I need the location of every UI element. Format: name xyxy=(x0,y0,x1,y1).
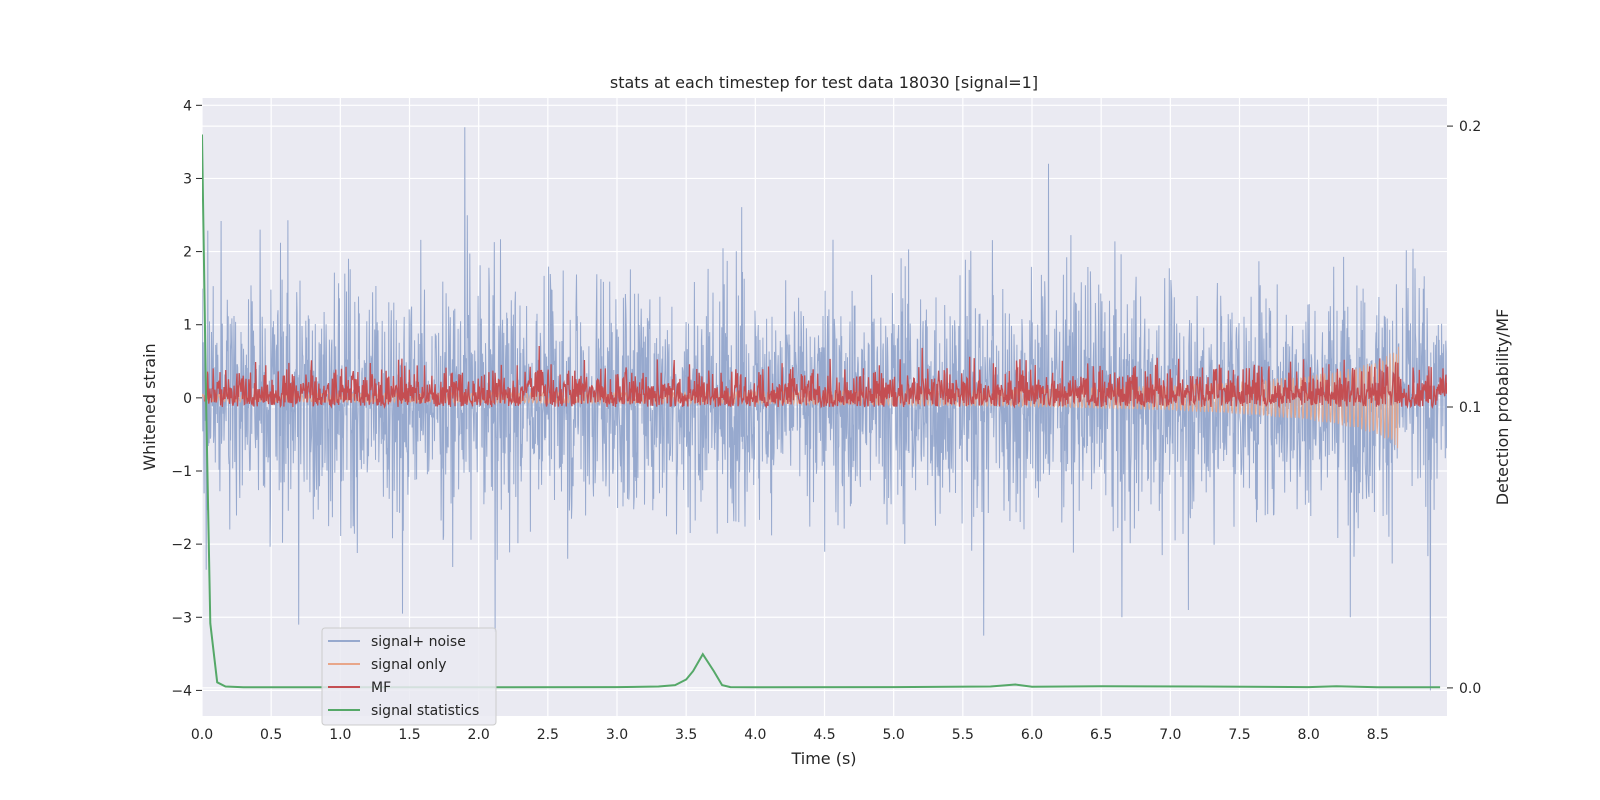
y2-tick-label: 0.1 xyxy=(1459,400,1481,416)
x-tick-label: 3.0 xyxy=(606,727,628,743)
x-tick-label: 2.5 xyxy=(537,727,559,743)
y-axis-label: Whitened strain xyxy=(140,343,159,470)
x-tick-label: 0.0 xyxy=(191,727,213,743)
legend-label-noise: signal+ noise xyxy=(371,634,466,650)
x-tick-label: 6.0 xyxy=(1021,727,1043,743)
x-tick-label: 2.0 xyxy=(468,727,490,743)
x-tick-label: 6.5 xyxy=(1090,727,1112,743)
y-tick-label: −1 xyxy=(171,464,192,480)
x-axis: 0.0 0.5 1.0 1.5 2.0 2.5 3.0 3.5 4.0 4.5 5.0 5.5 6.0 6… xyxy=(191,727,1389,743)
legend: signal+ noise signal only MF signal stat… xyxy=(321,627,497,726)
x-tick-label: 7.5 xyxy=(1228,727,1250,743)
y-axis-right: 0.2 0.1 0.0 xyxy=(1447,119,1481,697)
x-tick-label: 5.5 xyxy=(952,727,974,743)
legend-label-signal-only: signal only xyxy=(371,657,446,673)
legend-box xyxy=(321,627,497,726)
x-tick-label: 5.0 xyxy=(883,727,905,743)
series-mf xyxy=(204,345,1447,410)
x-axis-label: Time (s) xyxy=(790,749,856,768)
x-tick-label: 0.5 xyxy=(260,727,282,743)
series-layer xyxy=(202,127,1447,691)
y-tick-label: 4 xyxy=(183,98,192,114)
y-tick-label: −3 xyxy=(171,610,192,626)
x-tick-label: 1.5 xyxy=(398,727,420,743)
series-signal-statistics xyxy=(202,134,1441,689)
y-tick-label: 0 xyxy=(183,391,192,407)
x-tick-label: 1.0 xyxy=(329,727,351,743)
y-tick-label: −4 xyxy=(171,683,192,699)
x-tick-label: 3.5 xyxy=(675,727,697,743)
y-axis-left: 4 3 2 1 0 −1 −2 −3 −4 xyxy=(171,98,202,699)
chart-title: stats at each timestep for test data 180… xyxy=(610,73,1038,92)
x-tick-label: 7.0 xyxy=(1159,727,1181,743)
legend-label-mf: MF xyxy=(371,680,391,696)
y-tick-label: −2 xyxy=(171,537,192,553)
x-tick-label: 8.0 xyxy=(1298,727,1320,743)
y-tick-label: 1 xyxy=(183,318,192,334)
y2-tick-label: 0.2 xyxy=(1459,119,1481,135)
legend-label-stats: signal statistics xyxy=(371,703,479,719)
y-tick-label: 3 xyxy=(183,171,192,187)
y2-tick-label: 0.0 xyxy=(1459,681,1481,697)
x-tick-label: 4.0 xyxy=(744,727,766,743)
y2-axis-label: Detection probability/MF xyxy=(1493,309,1512,506)
x-tick-label: 8.5 xyxy=(1367,727,1389,743)
y-tick-label: 2 xyxy=(183,245,192,261)
x-tick-label: 4.5 xyxy=(813,727,835,743)
